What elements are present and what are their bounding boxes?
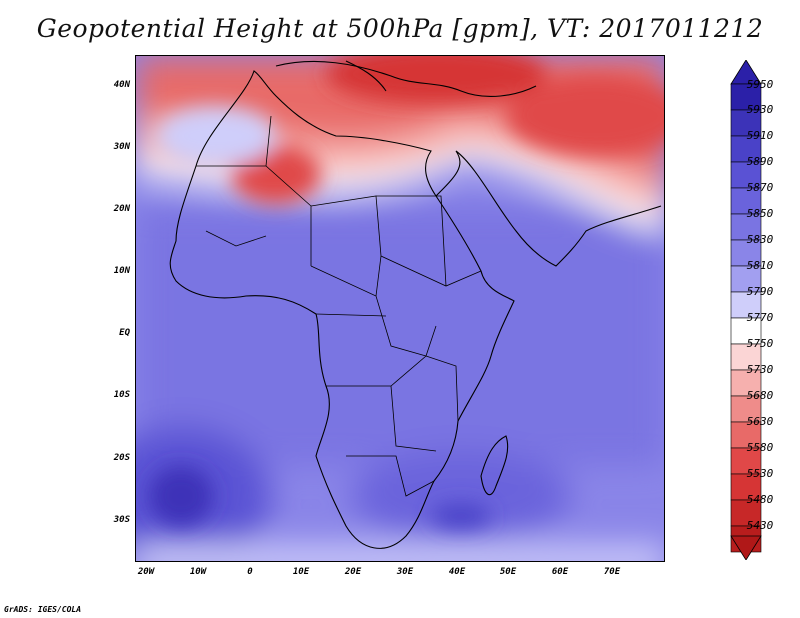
- colorbar-label-5680: 5680: [746, 389, 774, 402]
- colorbar-label-5930: 5930: [746, 103, 774, 116]
- lon-label-0: 0: [247, 567, 253, 577]
- colorbar-swatch-5870: [730, 187, 762, 215]
- colorbar-label-5810: 5810: [746, 259, 774, 272]
- colorbar-swatch-5750: [730, 343, 762, 371]
- colorbar-label-5910: 5910: [746, 129, 774, 142]
- lat-label-10n: 10N: [113, 266, 130, 276]
- colorbar: [730, 60, 762, 560]
- colorbar-label-5890: 5890: [746, 155, 774, 168]
- colorbar-swatch-5480: [730, 499, 762, 527]
- country-borders: [196, 115, 482, 497]
- lat-label-10s: 10S: [113, 390, 130, 400]
- colorbar-swatch-5680: [730, 395, 762, 423]
- lat-label-40n: 40N: [113, 80, 130, 90]
- lat-label-20s: 20S: [113, 453, 130, 463]
- colorbar-arrow-bottom: [730, 535, 762, 560]
- lat-label-20n: 20N: [113, 204, 130, 214]
- colorbar-swatch-5890: [730, 161, 762, 189]
- lat-label-30s: 30S: [113, 515, 130, 525]
- lon-label-30e: 30E: [396, 567, 414, 577]
- lon-label-10e: 10E: [292, 567, 310, 577]
- colorbar-label-5530: 5530: [746, 467, 774, 480]
- map-title: Geopotential Height at 500hPa [gpm], VT:…: [36, 14, 764, 43]
- colorbar-swatch-5730: [730, 369, 762, 397]
- lat-label-eq: EQ: [119, 328, 130, 338]
- lon-label-20e: 20E: [344, 567, 362, 577]
- colorbar-swatch-5580: [730, 447, 762, 475]
- colorbar-swatch-5630: [730, 421, 762, 449]
- colorbar-label-5950: 5950: [746, 78, 774, 91]
- lon-label-40e: 40E: [448, 567, 466, 577]
- colorbar-swatch-5830: [730, 239, 762, 267]
- colorbar-label-5770: 5770: [746, 311, 774, 324]
- colorbar-label-5630: 5630: [746, 415, 774, 428]
- colorbar-label-5870: 5870: [746, 181, 774, 194]
- lon-label-50e: 50E: [499, 567, 517, 577]
- colorbar-label-5580: 5580: [746, 441, 774, 454]
- colorbar-label-5480: 5480: [746, 493, 774, 506]
- colorbar-swatch-5530: [730, 473, 762, 501]
- colorbar-swatch-5770: [730, 317, 762, 345]
- coastlines: [169, 60, 662, 549]
- lon-label-60e: 60E: [551, 567, 569, 577]
- colorbar-label-5750: 5750: [746, 337, 774, 350]
- lon-label-20w: 20W: [137, 567, 155, 577]
- lon-label-10w: 10W: [189, 567, 207, 577]
- colorbar-label-5430: 5430: [746, 519, 774, 532]
- map-plot-area: [135, 55, 665, 562]
- colorbar-swatches: [730, 83, 762, 553]
- colorbar-label-5790: 5790: [746, 285, 774, 298]
- lat-label-30n: 30N: [113, 142, 130, 152]
- colorbar-label-5830: 5830: [746, 233, 774, 246]
- colorbar-swatch-5950: [730, 83, 762, 111]
- lon-label-70e: 70E: [603, 567, 621, 577]
- colorbar-label-5850: 5850: [746, 207, 774, 220]
- geopotential-field: [136, 56, 664, 561]
- colorbar-swatch-5910: [730, 135, 762, 163]
- colorbar-label-5730: 5730: [746, 363, 774, 376]
- colorbar-swatch-5790: [730, 291, 762, 319]
- grads-credit: GrADS: IGES/COLA: [4, 605, 82, 614]
